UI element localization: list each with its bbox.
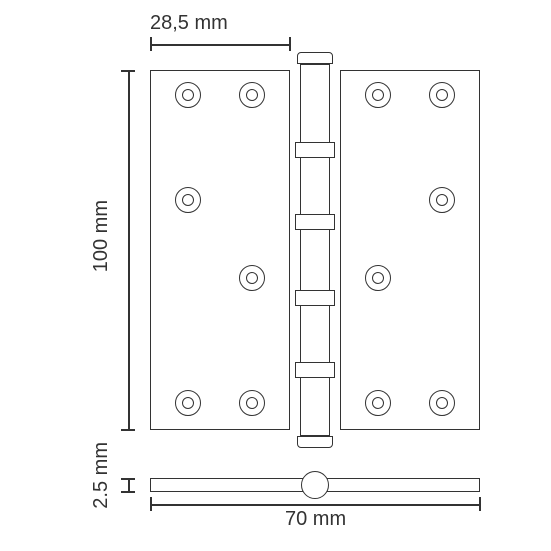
dim-tick-top-right (289, 37, 291, 51)
dim-line-bottom (150, 504, 480, 506)
screw-hole (175, 390, 201, 416)
screw-hole (429, 390, 455, 416)
dim-tick-top-left (150, 37, 152, 51)
knuckle-cap-bottom (297, 436, 333, 448)
dim-leaf-width: 28,5 mm (150, 12, 228, 35)
dim-total-width: 70 mm (285, 508, 346, 531)
dim-height: 100 mm (90, 200, 113, 272)
screw-hole (239, 390, 265, 416)
dim-tick-thick-top (121, 478, 135, 480)
screw-hole-inner (182, 194, 194, 206)
dim-line-top (150, 44, 290, 46)
knuckle-band-1 (295, 142, 335, 158)
screw-hole-inner (436, 89, 448, 101)
screw-hole (365, 265, 391, 291)
screw-hole-inner (372, 397, 384, 409)
hinge-knuckle (300, 64, 330, 436)
screw-hole (175, 187, 201, 213)
hinge-leaf-left (150, 70, 290, 430)
knuckle-band-4 (295, 362, 335, 378)
side-view-knuckle-circle (301, 471, 329, 499)
screw-hole (239, 82, 265, 108)
screw-hole-inner (246, 397, 258, 409)
screw-hole-inner (246, 89, 258, 101)
screw-hole-inner (372, 89, 384, 101)
screw-hole-inner (372, 272, 384, 284)
dim-tick-bottom-right (479, 497, 481, 511)
screw-hole-inner (182, 89, 194, 101)
screw-hole-inner (246, 272, 258, 284)
screw-hole (429, 82, 455, 108)
dim-tick-left-top (121, 70, 135, 72)
dim-line-thickness (128, 478, 130, 492)
knuckle-band-3 (295, 290, 335, 306)
knuckle-band-2 (295, 214, 335, 230)
dim-thickness: 2.5 mm (90, 442, 113, 509)
screw-hole-inner (436, 397, 448, 409)
hinge-leaf-right (340, 70, 480, 430)
screw-hole (365, 82, 391, 108)
screw-hole-inner (182, 397, 194, 409)
screw-hole (175, 82, 201, 108)
screw-hole (429, 187, 455, 213)
dim-tick-thick-bottom (121, 491, 135, 493)
screw-hole-inner (436, 194, 448, 206)
dim-tick-bottom-left (150, 497, 152, 511)
dim-tick-left-bottom (121, 429, 135, 431)
screw-hole (365, 390, 391, 416)
screw-hole (239, 265, 265, 291)
dim-line-left (128, 70, 130, 430)
diagram-container: 28,5 mm 100 mm 2.5 mm 70 mm (0, 0, 551, 551)
knuckle-cap-top (297, 52, 333, 64)
